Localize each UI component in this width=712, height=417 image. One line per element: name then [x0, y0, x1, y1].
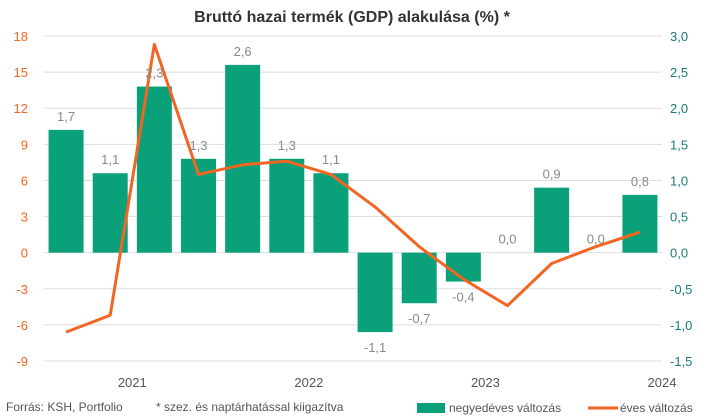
bar-data-label: 1,3 — [189, 138, 207, 153]
gdp-bar — [225, 64, 261, 253]
bar-data-label: 1,3 — [278, 138, 296, 153]
left-axis-tick: -3 — [16, 282, 28, 297]
line-series — [65, 42, 641, 334]
left-axis-tick: 9 — [21, 137, 28, 152]
left-axis-tick: 12 — [14, 101, 28, 116]
bar-data-label: -0,4 — [452, 290, 474, 305]
right-axis-tick: 2,0 — [670, 101, 688, 116]
left-axis-tick: 15 — [14, 65, 28, 80]
x-axis-tick: 2021 — [118, 375, 147, 390]
chart-footer: Forrás: KSH, Portfolio * szez. és naptár… — [6, 400, 693, 415]
bar-data-label: 0,8 — [631, 174, 649, 189]
bar-data-label: 1,1 — [322, 152, 340, 167]
legend-bar-label: negyedéves változás — [449, 401, 561, 415]
gdp-bar — [445, 252, 481, 282]
left-axis-tick: 3 — [21, 210, 28, 225]
bar-data-label: 2,6 — [234, 44, 252, 59]
right-axis-tick: 2,5 — [670, 65, 688, 80]
bar-data-label: 1,1 — [101, 152, 119, 167]
adjustment-note: * szez. és naptárhatással kiigazítva — [156, 400, 344, 414]
annual-change-line — [65, 42, 641, 334]
left-axis-tick: 0 — [21, 246, 28, 261]
right-axis-tick: 0,0 — [670, 246, 688, 261]
right-axis-tick: 1,5 — [670, 137, 688, 152]
gdp-bar — [622, 194, 658, 253]
legend-line-label: éves változás — [620, 401, 693, 415]
right-axis-tick: 1,0 — [670, 173, 688, 188]
gdp-bar — [48, 129, 84, 253]
bar-data-label: 2,3 — [145, 66, 163, 81]
right-axis-tick: -0,5 — [670, 282, 692, 297]
grid-lines — [44, 35, 662, 362]
bar-data-label: -0,7 — [408, 311, 430, 326]
left-axis-tick: -6 — [16, 318, 28, 333]
bars-series — [48, 64, 658, 333]
right-axis-tick: -1,5 — [670, 354, 692, 369]
data-labels: 1,7 1,1 2,3 1,3 2,6 1,3 1,1 -1,1 -0,7 -0,4 0,0 0,9 0… — [57, 44, 649, 355]
right-axis-tick: 0,5 — [670, 210, 688, 225]
gdp-bar — [401, 252, 437, 304]
x-axis-tick: 2024 — [648, 375, 677, 390]
left-axis-tick: 18 — [14, 29, 28, 44]
gdp-bar — [269, 158, 305, 253]
left-axis-tick: -9 — [16, 354, 28, 369]
bar-data-label: -1,1 — [364, 340, 386, 355]
source-note: Forrás: KSH, Portfolio — [6, 400, 123, 414]
right-axis-tick: -1,0 — [670, 318, 692, 333]
bar-data-label: 1,7 — [57, 109, 75, 124]
gdp-bar — [357, 252, 393, 333]
right-axis-tick: 3,0 — [670, 29, 688, 44]
chart-title: Bruttó hazai termék (GDP) alakulása (%) … — [194, 9, 510, 26]
left-axis-tick: 6 — [21, 173, 28, 188]
gdp-bar — [534, 187, 570, 253]
bar-data-label: 0,9 — [543, 167, 561, 182]
bar-data-label: 0,0 — [587, 232, 605, 247]
gdp-bar — [313, 173, 349, 253]
x-axis-tick: 2022 — [294, 375, 323, 390]
legend-bar-swatch — [417, 403, 445, 413]
axes: 18 3,0 15 2,5 12 2,0 9 1,5 6 1,0 3 0,5 0 0,0 -3 -0,5 -6 -… — [14, 29, 693, 390]
x-axis-tick: 2023 — [471, 375, 500, 390]
bar-data-label: 0,0 — [498, 232, 516, 247]
